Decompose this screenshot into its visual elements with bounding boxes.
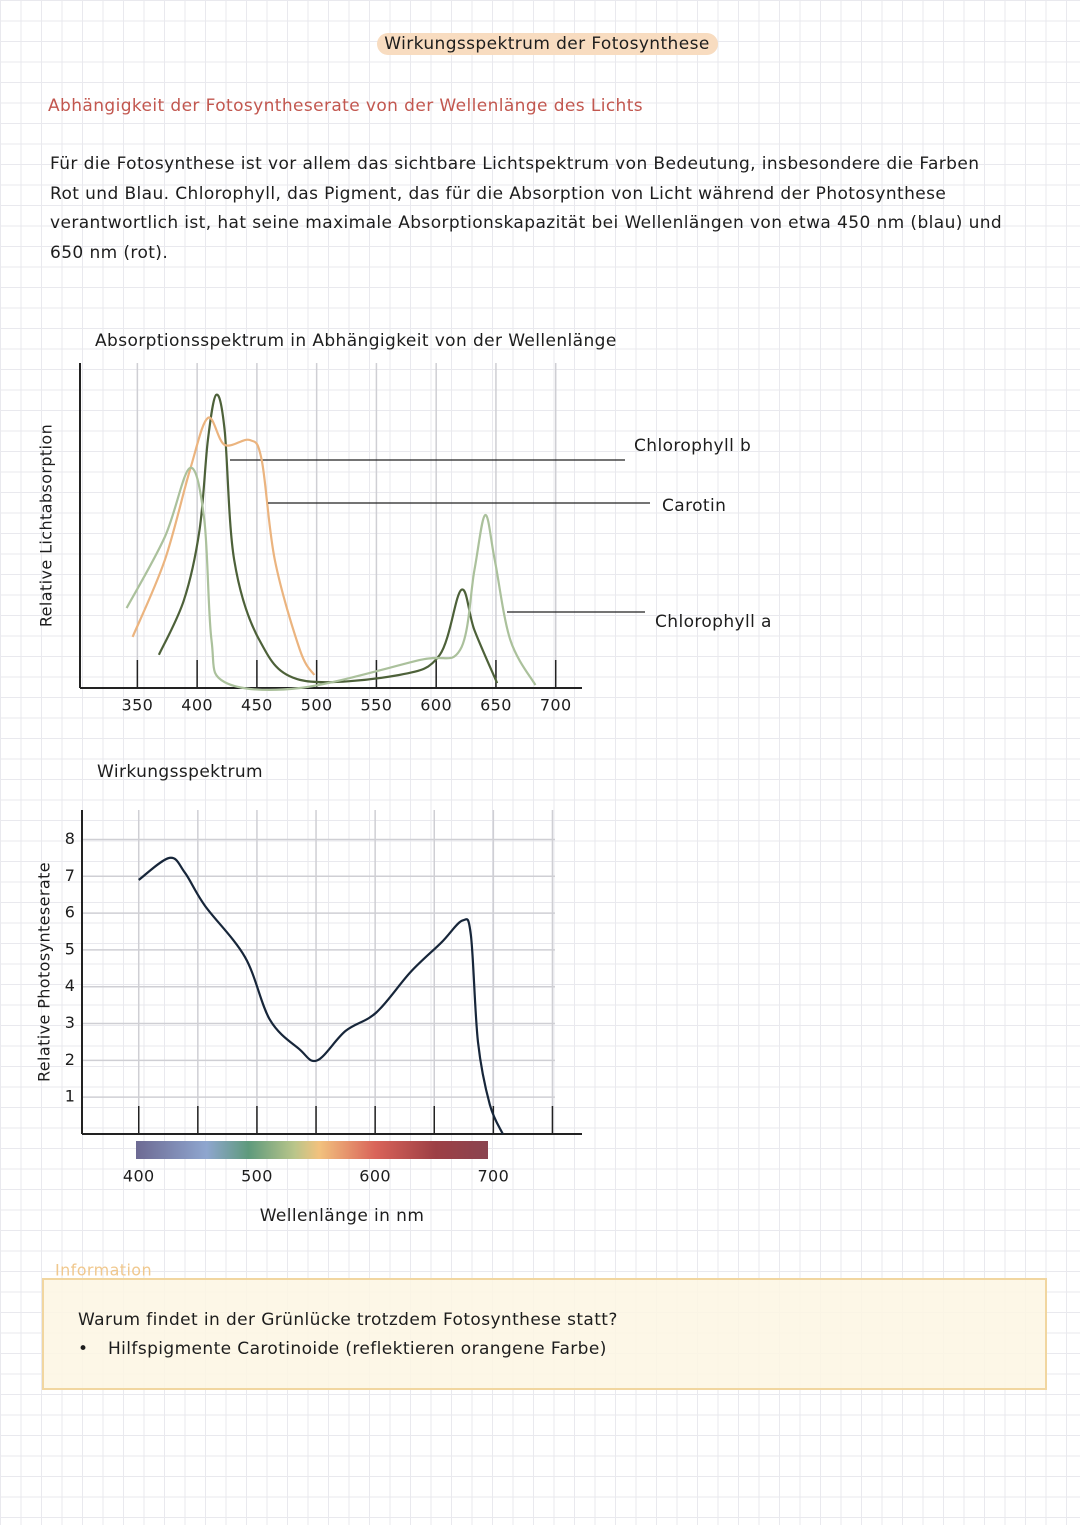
legend-label: Chlorophyll a <box>655 612 772 632</box>
x-tick-label: 550 <box>361 696 393 715</box>
y-tick-label: 8 <box>65 829 76 848</box>
x-tick-label: 400 <box>123 1167 155 1186</box>
bullet: • <box>78 1339 88 1359</box>
subtitle: Abhängigkeit der Fotosyntheserate von de… <box>48 96 643 116</box>
x-tick-label: 500 <box>301 696 333 715</box>
y-tick-label: 3 <box>65 1013 76 1032</box>
x-tick-label: 600 <box>420 696 452 715</box>
x-tick-label: 650 <box>480 696 512 715</box>
info-question: Warum findet in der Grünlücke trotzdem F… <box>78 1310 618 1330</box>
y-axis-title: Relative Photosynteserate <box>35 862 54 1082</box>
page-title: Wirkungsspektrum der Fotosynthese <box>384 34 709 54</box>
info-bullet: Hilfspigmente Carotinoide (reflektieren … <box>108 1339 607 1359</box>
y-tick-label: 4 <box>65 976 76 995</box>
y-tick-label: 6 <box>65 903 76 922</box>
spectrum-bar <box>136 1141 488 1159</box>
info-label: Information <box>55 1261 152 1280</box>
legend-label: Carotin <box>662 496 726 516</box>
paragraph-line: verantwortlich ist, hat seine maximale A… <box>50 213 1002 233</box>
title-highlight <box>377 33 718 55</box>
chart-title: Wirkungsspektrum <box>97 762 263 782</box>
x-tick-label: 500 <box>241 1167 273 1186</box>
x-tick-label: 700 <box>477 1167 509 1186</box>
x-tick-label: 400 <box>181 696 213 715</box>
chart-title: Absorptionsspektrum in Abhängigkeit von … <box>95 331 617 351</box>
info-box <box>42 1278 1047 1390</box>
legend-label: Chlorophyll b <box>634 436 751 456</box>
x-tick-label: 700 <box>540 696 572 715</box>
curve <box>138 856 504 1135</box>
x-axis-title: Wellenlänge in nm <box>260 1206 425 1226</box>
x-tick-label: 450 <box>241 696 273 715</box>
y-tick-label: 1 <box>65 1087 76 1106</box>
curve <box>125 466 537 692</box>
y-tick-label: 2 <box>65 1050 76 1069</box>
y-tick-label: 5 <box>65 939 76 958</box>
x-tick-label: 350 <box>121 696 153 715</box>
y-axis-title: Relative Lichtabsorption <box>37 424 56 627</box>
paragraph-line: Für die Fotosynthese ist vor allem das s… <box>50 154 979 174</box>
paragraph-line: Rot und Blau. Chlorophyll, das Pigment, … <box>50 184 946 204</box>
paragraph-line: 650 nm (rot). <box>50 243 168 263</box>
y-tick-label: 7 <box>65 866 76 885</box>
curve <box>157 393 499 684</box>
x-tick-label: 600 <box>359 1167 391 1186</box>
curve <box>131 416 316 676</box>
